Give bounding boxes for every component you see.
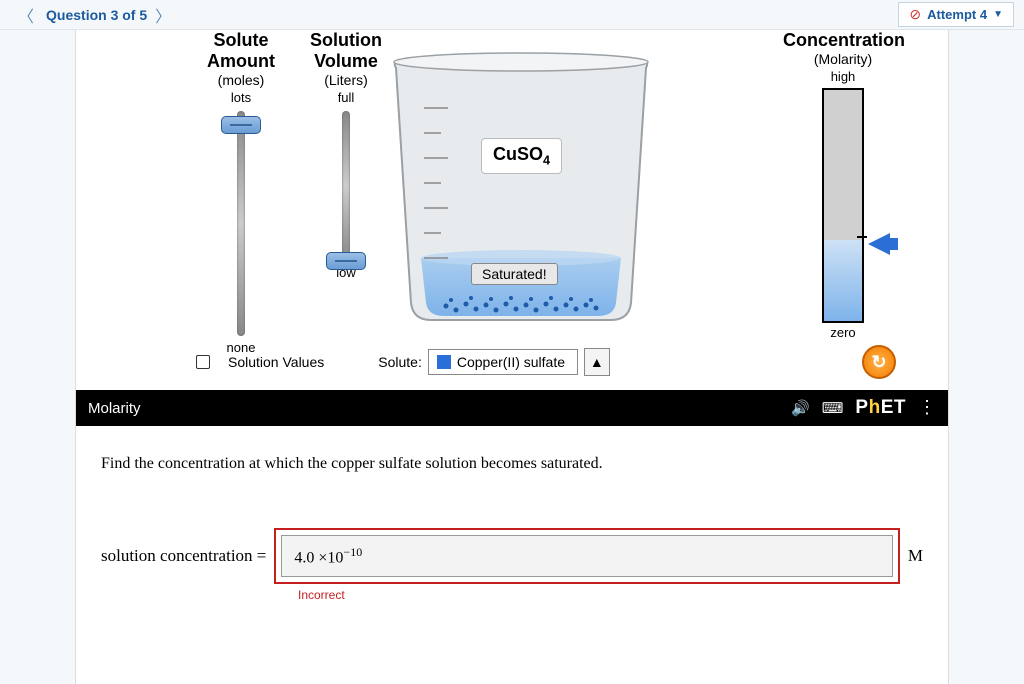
solute-select-button[interactable]: ▲ — [584, 348, 610, 376]
concentration-min-label: zero — [783, 325, 903, 340]
simulation-area: Solute Amount (moles) lots none Solution… — [76, 30, 948, 360]
question-prompt: Find the concentration at which the copp… — [101, 455, 923, 473]
solution-values-checkbox[interactable] — [196, 355, 210, 369]
attempt-label: Attempt 4 — [927, 7, 987, 22]
beaker-svg — [376, 48, 666, 338]
sound-icon[interactable]: 🔊 — [791, 399, 810, 417]
concentration-column: Concentration (Molarity) high zero — [783, 30, 903, 340]
volume-slider-track[interactable] — [342, 111, 350, 261]
phet-logo[interactable]: PhET — [855, 397, 906, 419]
concentration-arrow-icon — [868, 233, 890, 255]
phet-toolbar: Molarity 🔊 ⌨ PhET ⋮ — [76, 390, 948, 426]
next-question-button[interactable]: 〉 — [147, 3, 179, 27]
solute-slider-track[interactable] — [237, 111, 245, 336]
concentration-title: Concentration — [783, 30, 903, 51]
question-block: Find the concentration at which the copp… — [101, 455, 923, 602]
answer-lhs: solution concentration = — [101, 546, 266, 566]
prev-question-button[interactable]: 〈 — [10, 3, 42, 27]
answer-row: solution concentration = 4.0 ×10−10 M — [101, 528, 923, 584]
sim-controls: Solution Values Solute: Copper(II) sulfa… — [196, 345, 936, 379]
reset-button[interactable]: ↻ — [862, 345, 896, 379]
phet-menu-icon[interactable]: ⋮ — [918, 404, 936, 411]
concentration-marker — [857, 236, 867, 238]
content-panel: Solute Amount (moles) lots none Solution… — [75, 30, 949, 684]
solute-unit: (moles) — [186, 72, 296, 88]
saturation-label: Saturated! — [471, 263, 558, 285]
solute-selected-name: Copper(II) sulfate — [457, 354, 565, 370]
concentration-bar — [822, 88, 864, 323]
keyboard-icon[interactable]: ⌨ — [822, 399, 844, 417]
concentration-unit: (Molarity) — [783, 51, 903, 67]
sim-title: Molarity — [88, 400, 141, 417]
solute-title: Solute — [186, 30, 296, 51]
answer-input[interactable]: 4.0 ×10−10 — [281, 535, 892, 577]
top-nav: 〈 Question 3 of 5 〉 ⊘ Attempt 4 ▼ — [0, 0, 1024, 30]
solution-values-label: Solution Values — [228, 354, 324, 370]
attempt-icon: ⊘ — [909, 6, 921, 23]
solute-select-label: Solute: — [378, 354, 422, 370]
answer-unit: M — [908, 546, 923, 566]
feedback-label: Incorrect — [298, 588, 923, 602]
solute-selector: Solute: Copper(II) sulfate ▲ — [378, 348, 610, 376]
concentration-max-label: high — [783, 69, 903, 84]
answer-box-error-frame: 4.0 ×10−10 — [274, 528, 899, 584]
solute-max-label: lots — [186, 90, 296, 105]
question-counter: Question 3 of 5 — [46, 7, 147, 23]
solute-amount-slider-col: Solute Amount (moles) lots none — [186, 30, 296, 355]
caret-down-icon: ▼ — [993, 9, 1003, 20]
attempt-dropdown[interactable]: ⊘ Attempt 4 ▼ — [898, 2, 1014, 27]
solute-color-swatch — [437, 355, 451, 369]
solute-select-box[interactable]: Copper(II) sulfate — [428, 349, 578, 375]
solute-subtitle: Amount — [186, 51, 296, 72]
solute-formula: CuSO4 — [481, 138, 562, 174]
solute-slider-thumb[interactable] — [221, 116, 261, 134]
volume-slider-thumb[interactable] — [326, 252, 366, 270]
beaker: CuSO4 Saturated! — [376, 48, 666, 338]
